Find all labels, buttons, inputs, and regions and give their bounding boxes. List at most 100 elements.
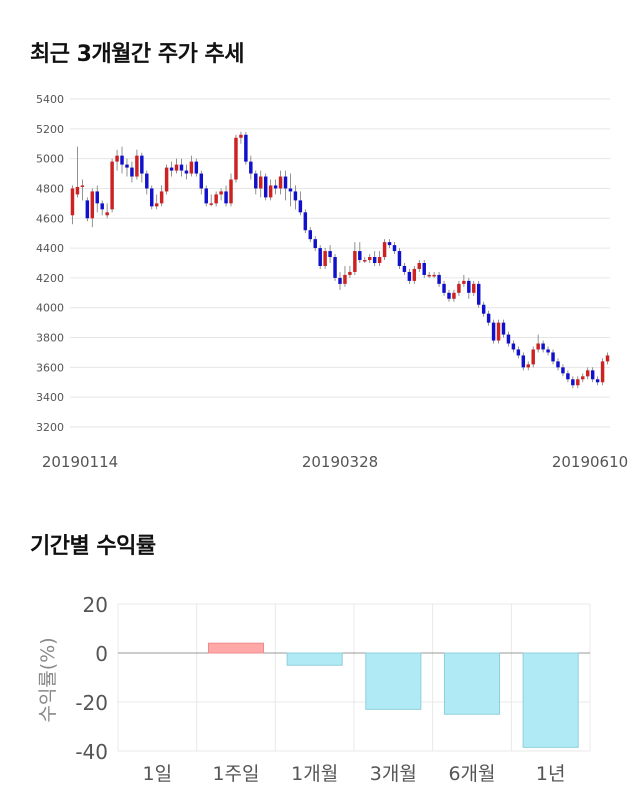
candle-body <box>313 239 317 249</box>
candle-body <box>140 155 144 174</box>
candle-body <box>576 379 580 386</box>
candle-body <box>462 280 466 284</box>
candle-body <box>130 167 134 177</box>
candle-body <box>476 283 481 305</box>
candle-body <box>189 161 194 174</box>
candle-body <box>184 170 189 174</box>
candle-body <box>402 265 407 272</box>
candle-body <box>214 194 218 204</box>
price-y-tick-label: 4600 <box>36 212 64 225</box>
candle-body <box>169 167 174 171</box>
candle-body <box>501 322 506 335</box>
candle-body <box>150 188 154 207</box>
candle-body <box>95 191 99 204</box>
candle-body <box>135 155 139 177</box>
candle-body <box>387 242 392 246</box>
candle-body <box>521 355 526 368</box>
candle-body <box>417 263 421 269</box>
return-y-tick-label: 20 <box>83 593 108 617</box>
return-y-axis-label: 수익률(%) <box>37 637 59 722</box>
return-y-tick-label: -40 <box>75 740 108 764</box>
candle-body <box>496 322 501 341</box>
candle-body <box>452 292 456 299</box>
price-y-tick-label: 3400 <box>36 391 64 404</box>
candle-body <box>154 203 159 207</box>
candle-body <box>363 260 367 262</box>
candle-body <box>303 212 308 231</box>
candle-body <box>551 352 555 362</box>
period-x-label: 3개월 <box>370 763 417 785</box>
candle-body <box>541 343 545 350</box>
return-bar <box>207 642 265 654</box>
date-x-label: 20190328 <box>302 453 378 471</box>
candle-body <box>467 280 471 293</box>
candle-body <box>382 242 387 258</box>
candle-body <box>422 263 426 275</box>
candle-body <box>298 200 303 213</box>
candle-body <box>585 370 590 377</box>
candle-body <box>457 283 461 293</box>
candle-body <box>273 185 278 189</box>
candle-body <box>412 268 417 281</box>
candle-body <box>244 134 248 162</box>
candle-body <box>561 367 565 374</box>
period-x-labels: 1일 1주일 1개월 3개월 6개월 1년 <box>143 763 566 785</box>
candle-body <box>600 361 605 383</box>
candlestick-chart: 5400 5200 5000 4800 4600 4400 4200 4000 3800 3600… <box>36 93 628 471</box>
candle-body <box>174 164 179 171</box>
candle-body <box>110 161 114 210</box>
return-y-tick-label: -20 <box>75 691 108 715</box>
candle-body <box>358 251 362 261</box>
candle-body <box>323 251 327 266</box>
price-y-tick-label: 4200 <box>36 272 64 285</box>
period-return-title: 기간별 수익률 <box>30 534 156 559</box>
candle-body <box>224 191 228 204</box>
price-y-ticks: 5400 5200 5000 4800 4600 4400 4200 4000 3800 3600… <box>36 93 64 434</box>
candle-body <box>179 164 184 171</box>
candle-body <box>367 257 372 261</box>
date-x-label: 20190610 <box>552 453 628 471</box>
candle-body <box>120 155 124 165</box>
candle-body <box>595 379 600 383</box>
price-y-tick-label: 4400 <box>36 242 64 255</box>
candle-body <box>164 167 169 192</box>
candle-body <box>254 173 258 189</box>
candle-body <box>209 203 213 205</box>
period-x-label: 1년 <box>536 763 566 785</box>
candle-body <box>491 322 496 341</box>
candle-body <box>546 349 550 353</box>
candle-body <box>432 274 436 277</box>
candle-body <box>194 161 199 174</box>
candle-body <box>204 188 208 204</box>
candle-body <box>392 245 397 252</box>
candle-body <box>427 274 431 277</box>
candle-body <box>80 185 85 187</box>
candle-body <box>234 137 238 180</box>
price-y-tick-label: 4800 <box>36 182 64 195</box>
candle-body <box>219 191 223 195</box>
price-y-tick-label: 5000 <box>36 153 64 166</box>
candle-body <box>506 334 511 344</box>
candle-body <box>268 185 273 198</box>
candle-body <box>447 292 451 299</box>
candle-body <box>199 173 204 189</box>
candle-body <box>526 364 530 368</box>
candle-body <box>566 373 570 380</box>
price-y-tick-label: 5200 <box>36 123 64 136</box>
candle-body <box>249 161 253 174</box>
candle-body <box>605 355 610 362</box>
candle-body <box>581 376 585 380</box>
candle-body <box>486 313 491 323</box>
candle-body <box>442 283 446 293</box>
date-x-labels: 20190114 20190328 20190610 <box>42 453 628 471</box>
candle-body <box>328 251 332 258</box>
candle-body <box>125 164 129 168</box>
candle-body <box>318 248 322 266</box>
candle-body <box>511 343 516 350</box>
return-bar <box>365 652 422 710</box>
return-bar <box>286 652 343 666</box>
price-y-tick-label: 5400 <box>36 93 64 106</box>
candle-body <box>263 176 268 198</box>
candle-body <box>472 283 476 293</box>
